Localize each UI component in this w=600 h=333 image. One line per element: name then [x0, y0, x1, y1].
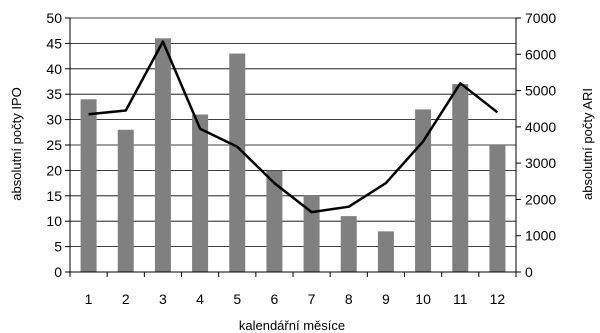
x-axis-label: kalendářní měsíce	[239, 318, 345, 333]
right-tick-label: 1000	[525, 228, 556, 244]
right-axis-ticks: 0 1000 2000 3000 4000 5000 6000 7000	[516, 10, 556, 280]
ari-line	[88, 40, 499, 214]
bar	[452, 84, 469, 272]
x-tick-label: 1	[85, 291, 93, 307]
x-axis-ticks: 1 2 3 4 5 6 7 8 9 10 11 12	[69, 272, 517, 307]
x-tick-label: 4	[196, 291, 204, 307]
right-tick-label: 3000	[525, 155, 556, 171]
left-tick-label: 45	[46, 35, 62, 51]
left-tick-label: 35	[46, 86, 62, 102]
bar	[415, 109, 432, 272]
right-tick-label: 6000	[525, 46, 556, 62]
bar	[377, 231, 394, 272]
right-tick-label: 2000	[525, 191, 556, 207]
x-tick-label: 10	[415, 291, 431, 307]
left-tick-label: 30	[46, 112, 62, 128]
right-tick-label: 4000	[525, 119, 556, 135]
left-tick-label: 50	[46, 10, 62, 26]
right-tick-label: 0	[525, 264, 533, 280]
left-tick-label: 15	[46, 188, 62, 204]
x-tick-label: 8	[345, 291, 353, 307]
x-tick-label: 3	[159, 291, 167, 307]
x-tick-label: 9	[382, 291, 390, 307]
bar	[266, 170, 283, 272]
left-tick-label: 40	[46, 61, 62, 77]
bar	[80, 99, 97, 272]
x-tick-label: 2	[122, 291, 130, 307]
left-tick-label: 5	[54, 239, 62, 255]
right-tick-label: 7000	[525, 10, 556, 26]
bar-series	[80, 38, 506, 273]
left-tick-label: 10	[46, 213, 62, 229]
left-tick-label: 0	[54, 264, 62, 280]
bar	[489, 145, 506, 272]
bar	[192, 114, 209, 273]
bar	[154, 38, 171, 272]
x-tick-label: 7	[308, 291, 316, 307]
left-tick-label: 20	[46, 162, 62, 178]
line-series	[88, 40, 499, 214]
gridlines	[70, 17, 516, 273]
right-axis-label: absolutní počty ARI	[580, 88, 595, 200]
x-tick-label: 12	[490, 291, 506, 307]
right-tick-label: 5000	[525, 83, 556, 99]
left-tick-label: 25	[46, 137, 62, 153]
x-tick-label: 5	[233, 291, 241, 307]
x-tick-label: 6	[271, 291, 279, 307]
left-axis-ticks: 0 5 10 15 20 25 30 35 40 45 50	[46, 10, 70, 280]
bar	[117, 129, 134, 272]
bar	[303, 195, 320, 272]
bar	[340, 216, 357, 272]
left-axis-label: absolutní počty IPO	[9, 87, 24, 200]
x-tick-label: 11	[453, 291, 468, 307]
bar	[229, 53, 246, 273]
